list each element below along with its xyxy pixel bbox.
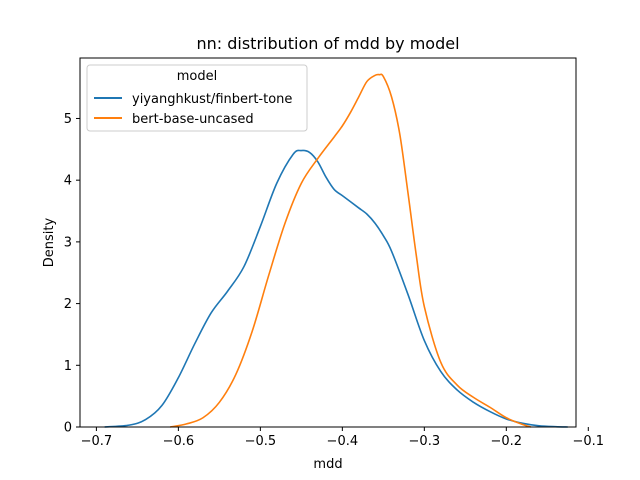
series-line-0 (104, 149, 568, 428)
x-axis-label: mdd (313, 457, 342, 472)
y-axis-label: Density (42, 217, 57, 267)
x-tick-label: −0.1 (573, 434, 605, 449)
plot-frame (79, 57, 577, 428)
y-tick-label: 2 (64, 297, 72, 312)
legend: model yiyanghkust/finbert-tone bert-base… (86, 64, 308, 132)
x-tick-label: −0.7 (81, 434, 113, 449)
legend-label-bert: bert-base-uncased (132, 112, 254, 127)
y-tick-label: 0 (64, 421, 72, 436)
x-tick-label: −0.4 (327, 434, 359, 449)
x-tick-label: −0.6 (163, 434, 195, 449)
legend-box (86, 64, 308, 132)
y-tick-label: 5 (64, 112, 72, 127)
x-tick-label: −0.3 (409, 434, 441, 449)
plot-area (104, 73, 568, 428)
series-line-1 (170, 73, 532, 428)
x-axis: −0.7 −0.6 −0.5 −0.4 −0.3 −0.2 −0.1 (81, 427, 604, 449)
y-tick-label: 3 (64, 235, 72, 250)
y-axis: 0 1 2 3 4 5 (64, 112, 80, 436)
y-tick-label: 4 (64, 174, 72, 189)
legend-title: model (177, 69, 217, 84)
x-tick-label: −0.5 (245, 434, 277, 449)
y-tick-label: 1 (64, 359, 72, 374)
x-tick-label: −0.2 (491, 434, 523, 449)
legend-label-finbert: yiyanghkust/finbert-tone (132, 92, 292, 107)
chart-title: nn: distribution of mdd by model (196, 34, 459, 53)
